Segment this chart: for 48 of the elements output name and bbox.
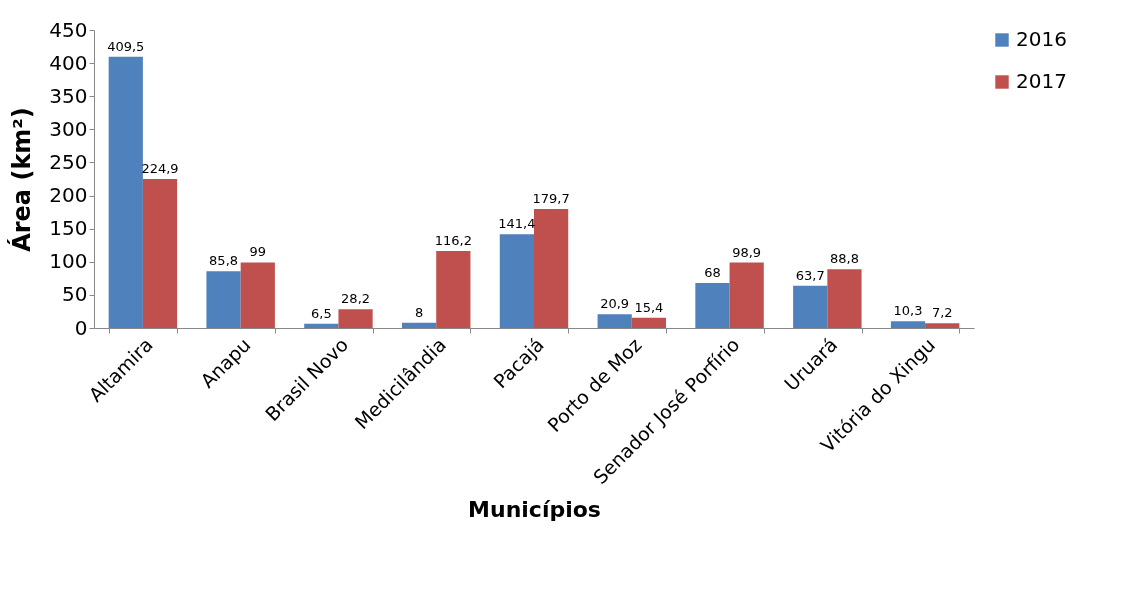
data-label: 28,2 [341,291,371,307]
data-label: 116,2 [434,233,472,249]
bar [890,321,926,328]
y-tick-label: 150 [49,216,88,241]
data-label: 99 [249,244,267,260]
bar [695,282,730,328]
y-tick-label: 250 [49,149,88,174]
bar [827,269,862,328]
data-label: 85,8 [209,253,239,269]
y-tick-label: 450 [49,17,88,42]
bar [206,271,241,328]
data-label: 8 [414,304,424,320]
bar [402,322,437,328]
bar [108,56,143,328]
bar [729,262,764,328]
data-label: 98,9 [732,244,762,260]
bar [534,209,569,328]
bar [240,262,275,328]
bar [436,251,471,328]
data-label: 7,2 [931,305,953,321]
bar [499,234,534,328]
legend-label: 2017 [1016,69,1067,93]
y-tick-label: 100 [49,249,88,274]
bar [338,309,373,328]
bar [925,323,960,328]
bar [793,285,828,328]
legend-label: 2016 [1016,27,1067,51]
data-label: 15,4 [634,299,664,315]
data-label: 88,8 [829,251,859,267]
bar [142,179,178,328]
data-label: 6,5 [310,305,332,321]
bar [631,317,666,328]
x-axis-title: Municípios [468,497,601,523]
data-label: 68 [704,264,721,280]
bar [597,314,632,328]
data-label: 10,3 [893,303,923,319]
data-label: 179,7 [532,191,570,206]
y-tick-label: 0 [74,315,88,340]
bar [304,323,339,328]
y-axis-title: Área (km²) [7,107,37,252]
data-label: 63,7 [795,267,825,283]
y-tick-label: 300 [49,116,88,141]
y-tick-label: 350 [49,83,88,108]
data-label: 20,9 [600,296,630,312]
y-tick-label: 200 [49,183,88,208]
data-label: 409,5 [107,38,145,54]
y-tick-label: 50 [62,282,88,307]
y-tick-label: 400 [49,50,88,75]
